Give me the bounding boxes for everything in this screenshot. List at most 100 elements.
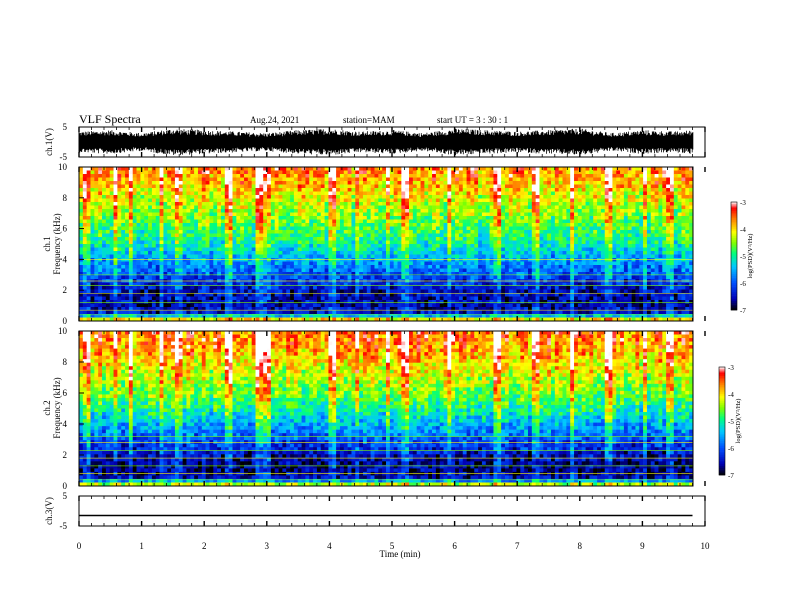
spectrogram-cell — [435, 286, 441, 290]
spectrogram-cell — [255, 237, 260, 241]
spectrogram-cell — [220, 244, 226, 248]
spectrogram-cell — [386, 303, 391, 308]
spectrogram-cell — [355, 303, 360, 308]
spectrogram-cell — [182, 195, 187, 199]
spectrogram-cell — [224, 303, 229, 308]
spectrogram-cell — [197, 244, 203, 248]
spectrogram-cell — [405, 310, 410, 315]
spectrogram-cell — [393, 188, 398, 192]
spectrogram-cell — [201, 244, 206, 248]
spectrogram-cell — [320, 174, 325, 178]
spectrogram-cell — [339, 282, 345, 287]
spectrogram-cell — [182, 202, 187, 206]
spectrogram-cell — [128, 286, 134, 290]
spectrogram-cell — [478, 195, 483, 199]
spectrogram-cell — [194, 289, 199, 294]
spectrogram-cell — [443, 202, 448, 206]
spectrogram-cell — [151, 293, 157, 297]
spectrogram-cell — [355, 181, 360, 185]
spectrogram-cell — [359, 265, 364, 269]
spectrogram-cell — [228, 174, 233, 178]
spectrogram-cell — [213, 300, 218, 304]
spectrogram-cell — [351, 219, 356, 224]
spectrogram-cell — [501, 258, 506, 262]
spectrogram-cell — [493, 219, 498, 224]
spectrogram-cell — [220, 300, 226, 304]
spectrogram-cell — [324, 272, 329, 276]
spectrogram-cell — [359, 216, 364, 220]
spectrogram-cell — [82, 282, 87, 287]
spectrogram-cell — [493, 195, 498, 199]
spectrogram-cell — [313, 296, 318, 301]
spectrogram-cell — [347, 167, 352, 171]
spectrogram-cell — [316, 314, 322, 318]
spectrogram-cell — [270, 226, 276, 231]
spectrogram-cell — [197, 212, 203, 217]
spectrogram-cell — [213, 314, 218, 318]
spectrogram-cell — [316, 237, 322, 241]
spectrogram-cell — [378, 282, 383, 287]
spectrogram-cell — [443, 307, 448, 311]
spectrogram-cell — [251, 195, 256, 199]
spectrogram-cell — [320, 296, 325, 301]
spectrogram-cell — [424, 293, 429, 297]
spectrogram-cell — [424, 209, 429, 213]
spectrogram-cell — [474, 289, 479, 294]
spectrogram-cell — [105, 286, 110, 290]
spectrogram-cell — [293, 307, 299, 311]
spectrogram-cell — [313, 191, 318, 196]
spectrogram-cell — [263, 174, 268, 178]
spectrogram-cell — [236, 268, 241, 273]
spectrogram-cell — [508, 237, 513, 241]
spectrogram-cell — [508, 209, 513, 213]
spectrogram-cell — [343, 230, 348, 234]
spectrogram-cell — [259, 275, 264, 280]
spectrogram-cell — [117, 261, 122, 266]
spectrogram-cell — [362, 244, 368, 248]
spectrogram-cell — [113, 247, 118, 252]
spectrogram-cell — [493, 202, 498, 206]
spectrogram-cell — [220, 202, 226, 206]
spectrogram-cell — [270, 188, 276, 192]
spectrogram-cell — [416, 184, 421, 189]
spectrogram-cell — [416, 244, 421, 248]
spectrogram-cell — [416, 310, 421, 315]
spectrogram-cell — [182, 296, 187, 301]
spectrogram-cell — [508, 240, 513, 245]
spectrogram-cell — [82, 216, 87, 220]
spectrogram-cell — [293, 317, 299, 322]
spectrogram-cell — [113, 223, 118, 227]
spectrogram-cell — [98, 223, 103, 227]
spectrogram-cell — [263, 293, 268, 297]
spectrogram-cell — [420, 230, 425, 234]
spectrogram-cell — [224, 216, 229, 220]
spectrogram-cell — [259, 167, 264, 171]
spectrogram-cell — [293, 233, 299, 238]
spectrogram-cell — [113, 293, 118, 297]
spectrogram-cell — [105, 184, 110, 189]
spectrogram-cell — [443, 244, 448, 248]
spectrogram-cell — [117, 184, 122, 189]
spectrogram-cell — [508, 314, 513, 318]
spectrogram-cell — [151, 272, 157, 276]
spectrogram-cell — [82, 268, 87, 273]
spectrogram-cell — [332, 233, 337, 238]
spectrogram-cell — [393, 310, 398, 315]
spectrogram-cell — [501, 212, 506, 217]
spectrogram-cell — [220, 233, 226, 238]
spectrogram-cell — [351, 230, 356, 234]
spectrogram-cell — [278, 170, 283, 175]
spectrogram-cell — [140, 219, 145, 224]
spectrogram-cell — [282, 265, 287, 269]
spectrogram-cell — [128, 317, 134, 322]
spectrogram-cell — [220, 296, 226, 301]
spectrogram-cell — [362, 254, 368, 259]
spectrogram-cell — [336, 303, 341, 308]
spectrogram-cell — [86, 261, 91, 266]
spectrogram-cell — [90, 251, 95, 255]
spectrogram-cell — [489, 286, 494, 290]
spectrogram-cell — [102, 293, 107, 297]
spectrogram-cell — [259, 226, 264, 231]
spectrogram-cell — [420, 167, 425, 171]
spectrogram-cell — [148, 251, 153, 255]
